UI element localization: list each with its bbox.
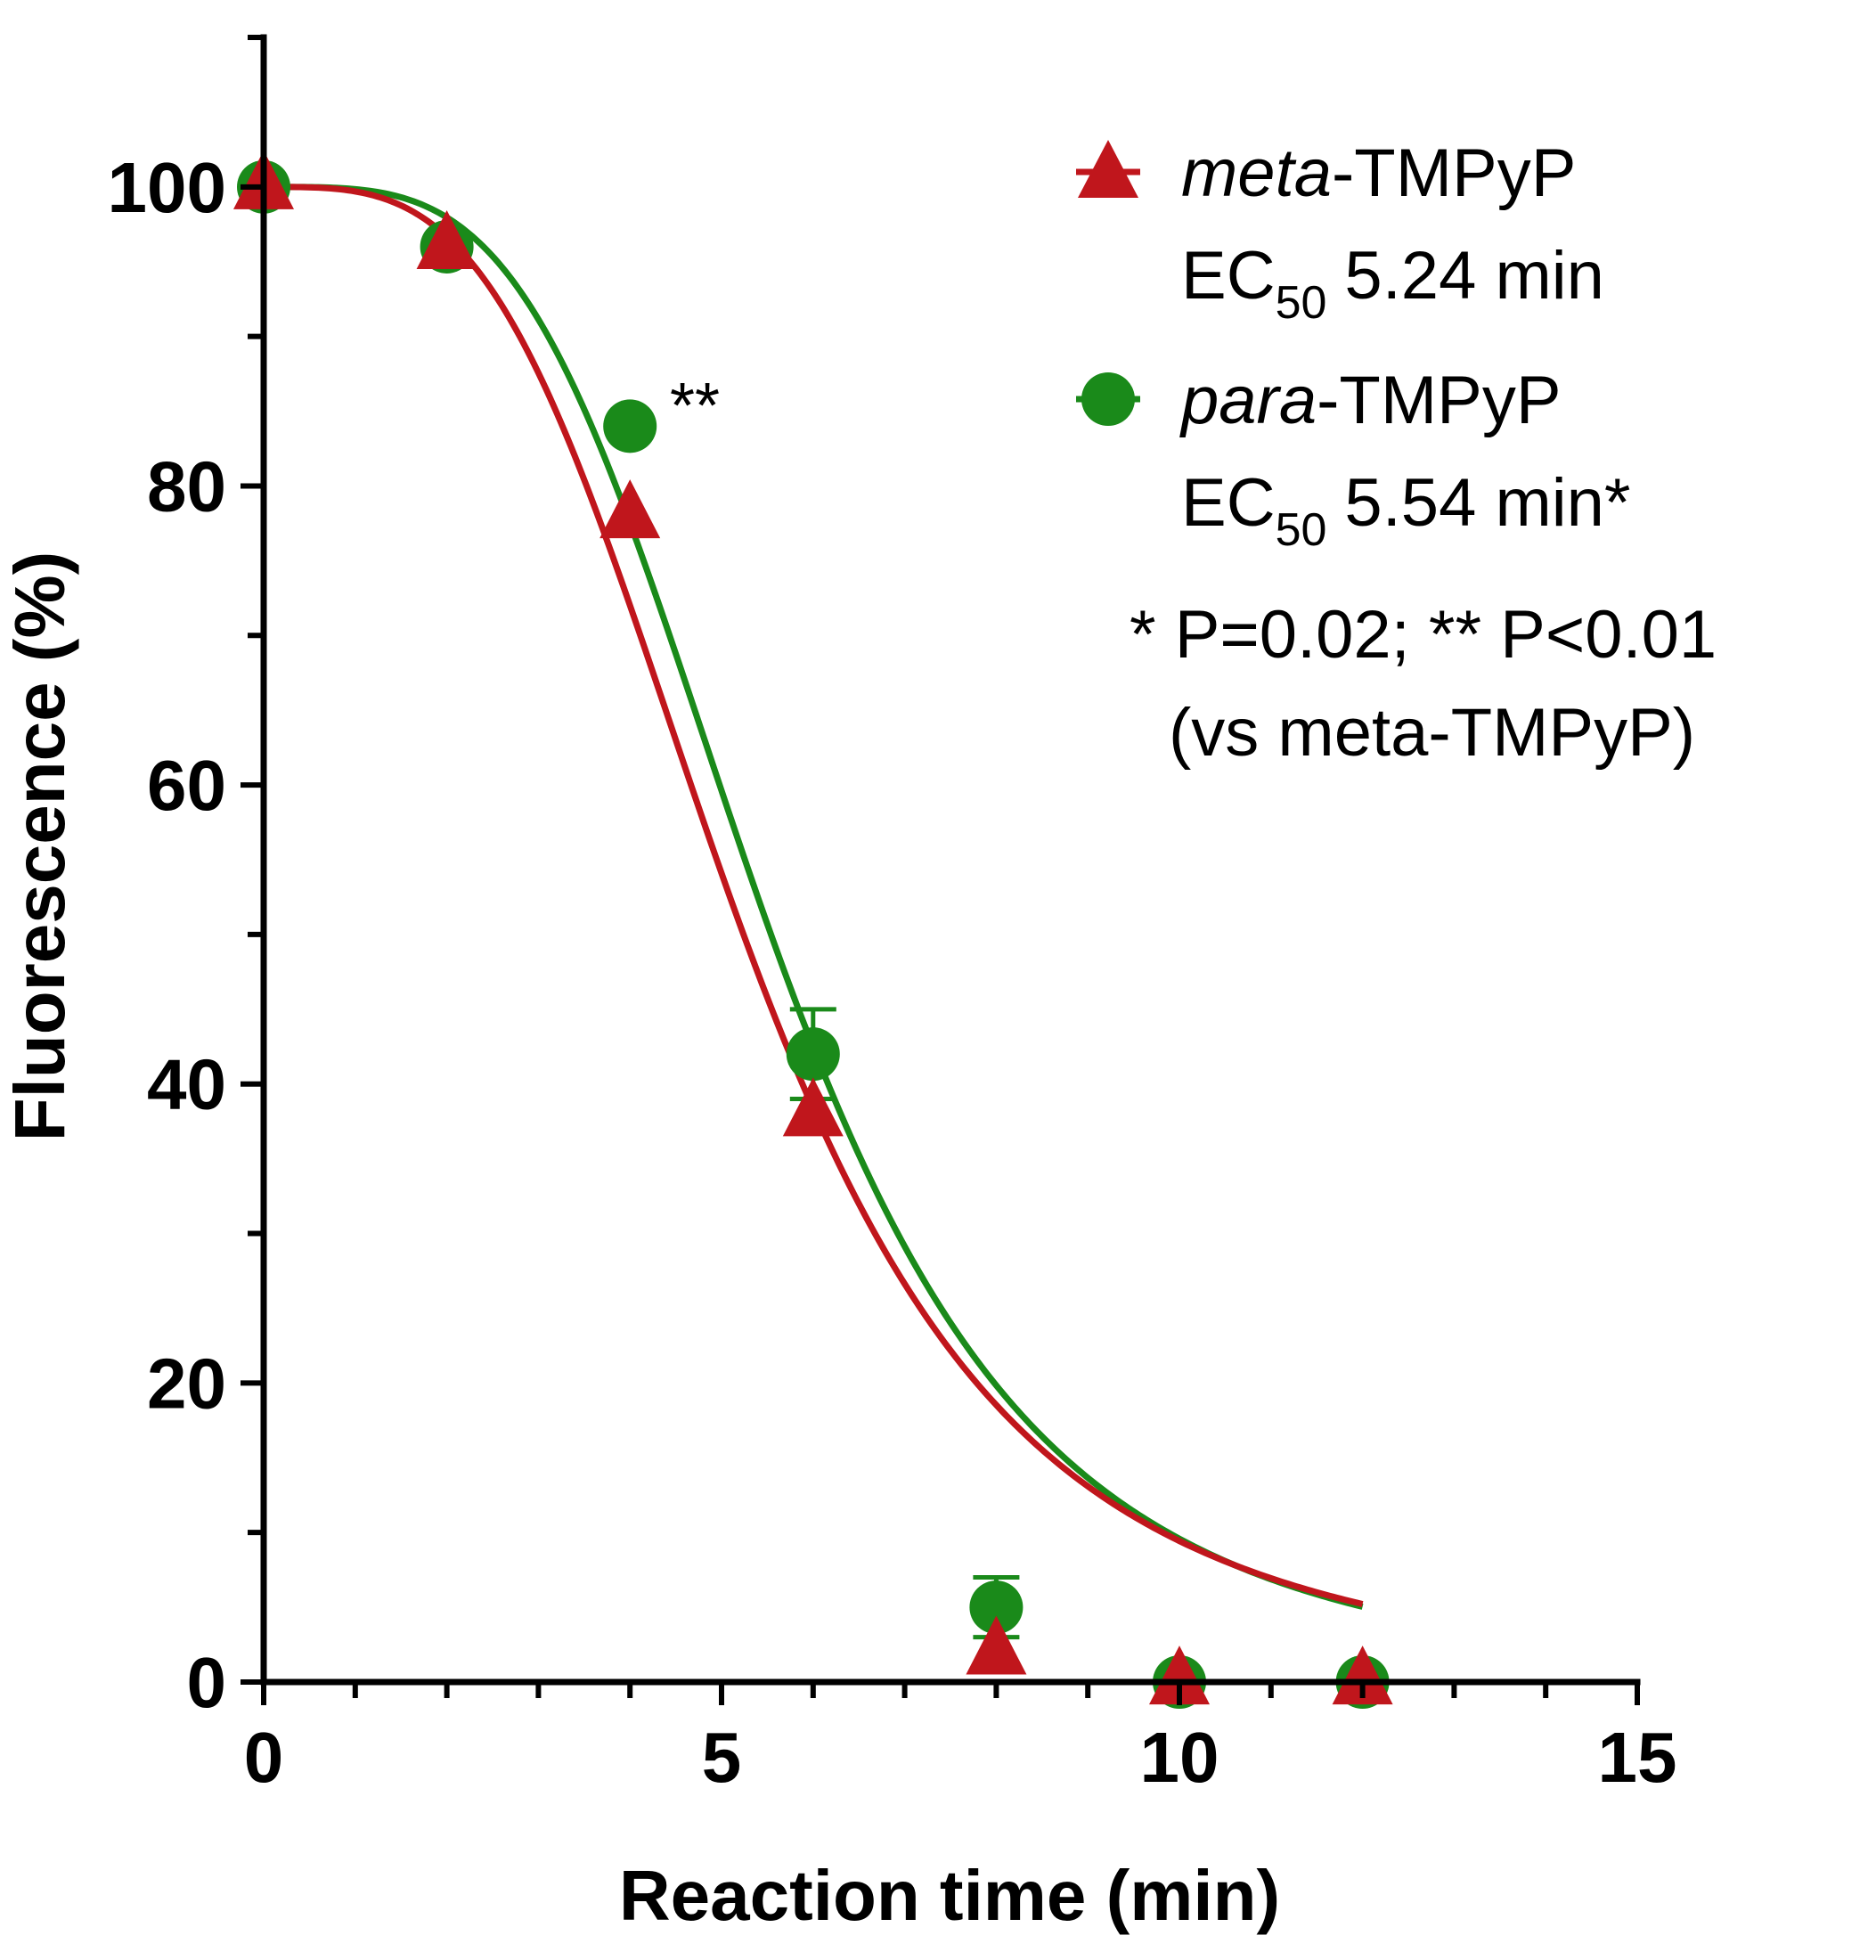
legend-entry-meta: meta-TMPyP EC50 5.24 min	[1076, 135, 1604, 329]
y-tick-label: 60	[147, 746, 226, 825]
axes: 0 20 40 60 80 100 0 5 10 15	[108, 34, 1677, 1797]
data-point-meta	[966, 1615, 1027, 1675]
y-tick-label: 0	[187, 1643, 227, 1722]
legend-label-para-rest: -TMPyP	[1317, 363, 1561, 438]
data-point-para	[786, 1027, 840, 1082]
legend-label-meta-italic: meta	[1181, 135, 1332, 211]
svg-text:para-TMPyP: para-TMPyP	[1179, 363, 1562, 438]
data-point-para	[969, 1580, 1024, 1635]
legend-marker-para-circle	[1081, 372, 1135, 426]
significance-note-comparison: (vs meta-TMPyP)	[1169, 695, 1695, 771]
legend-ec50-meta-value: 5.24 min	[1344, 238, 1604, 314]
x-tick-label: 10	[1140, 1718, 1219, 1797]
data-point-meta	[600, 479, 661, 539]
legend-ec50-para-prefix: EC	[1181, 465, 1276, 541]
legend-ec50-meta-sub: 50	[1276, 277, 1327, 329]
legend-marker-meta-triangle	[1078, 140, 1138, 198]
data-point-meta	[782, 1077, 844, 1137]
legend-ec50-meta-prefix: EC	[1181, 238, 1276, 314]
legend: meta-TMPyP EC50 5.24 min para-TMPyP EC50 5…	[1076, 135, 1717, 771]
x-axis-title: Reaction time (min)	[619, 1856, 1280, 1935]
y-tick-label: 40	[147, 1045, 226, 1124]
data-point-meta	[1149, 1646, 1210, 1705]
legend-entry-para: para-TMPyP EC50 5.54 min*	[1076, 363, 1631, 556]
significance-annotation: **	[670, 371, 720, 442]
data-point-meta	[1332, 1646, 1393, 1705]
x-tick-label: 5	[702, 1718, 742, 1797]
y-axis-title: Fluorescence (%)	[0, 551, 79, 1141]
svg-text:meta-TMPyP: meta-TMPyP	[1181, 135, 1576, 211]
y-tick-label: 80	[147, 446, 226, 526]
legend-ec50-para-sub: 50	[1276, 504, 1327, 556]
legend-label-para-italic: para	[1179, 363, 1317, 438]
y-tick-label: 20	[147, 1343, 226, 1423]
x-tick-label: 15	[1598, 1718, 1677, 1797]
x-tick-label: 0	[244, 1718, 284, 1797]
legend-ec50-para-value: 5.54 min*	[1344, 465, 1630, 541]
data-point-para	[603, 399, 657, 453]
legend-label-meta-rest: -TMPyP	[1332, 135, 1576, 211]
significance-note: * P=0.02; ** P<0.01	[1130, 597, 1717, 673]
data-point-meta	[416, 210, 477, 269]
y-tick-label: 100	[108, 148, 226, 227]
data-markers	[233, 150, 1393, 1709]
